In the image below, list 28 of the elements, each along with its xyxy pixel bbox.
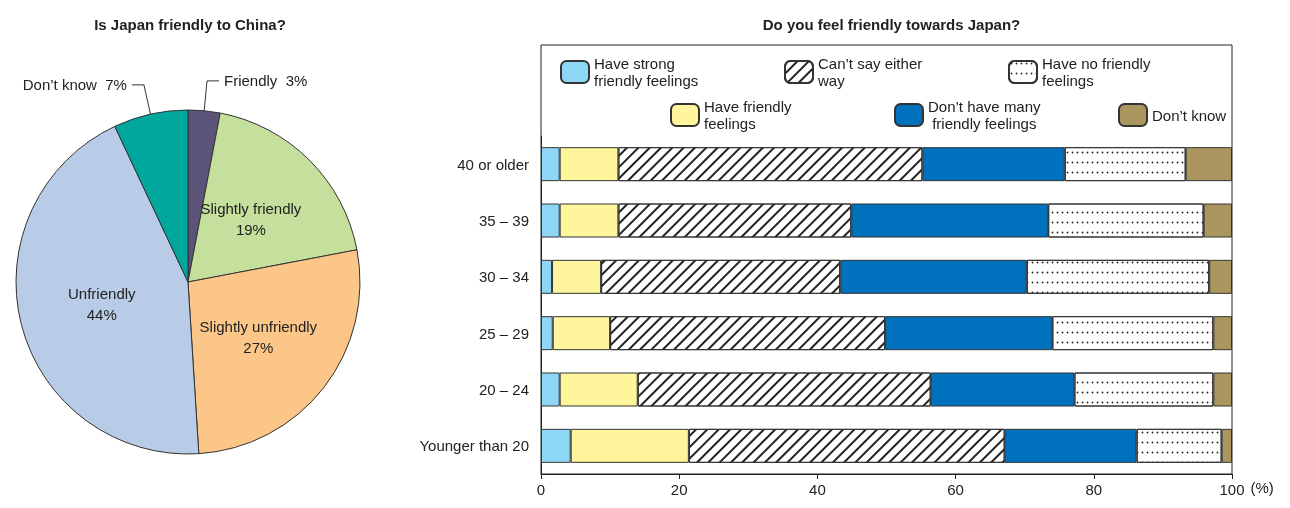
legend-label: Have strong friendly feelings bbox=[594, 55, 699, 89]
chart-title: Is Japan friendly to China? bbox=[94, 16, 286, 33]
x-tick-label: 40 bbox=[809, 481, 826, 498]
legend-label: Don’t know bbox=[1152, 106, 1227, 124]
legend-label: Have friendly feelings bbox=[704, 98, 796, 132]
chart-title: Do you feel friendly towards Japan? bbox=[762, 16, 1021, 33]
data-label: 44% bbox=[86, 306, 117, 324]
legend-label: Have no friendly feelings bbox=[1042, 55, 1155, 89]
y-tick-label: 30 – 34 bbox=[478, 268, 529, 286]
y-tick-label: Younger than 20 bbox=[419, 437, 529, 455]
slice-label: Friendly 3% bbox=[224, 72, 308, 90]
legend-label: Don’t have many friendly feelings bbox=[928, 98, 1042, 132]
slice-label: Unfriendly bbox=[68, 285, 137, 303]
data-label: 19% bbox=[235, 221, 266, 239]
y-tick-label: 25 – 29 bbox=[478, 324, 529, 342]
slice-label: Slightly unfriendly bbox=[199, 317, 318, 335]
y-tick-label: 40 or older bbox=[457, 155, 529, 173]
x-tick-label: 80 bbox=[1085, 481, 1103, 498]
x-tick-label: 100 bbox=[1219, 481, 1245, 498]
y-tick-label: 35 – 39 bbox=[478, 212, 529, 229]
x-tick-label: 60 bbox=[947, 481, 964, 498]
x-axis-title: (%) bbox=[1250, 479, 1274, 496]
x-tick-label: 20 bbox=[670, 481, 688, 498]
slice-label: Don’t know 7% bbox=[22, 76, 127, 94]
x-tick-label: 0 bbox=[536, 481, 546, 498]
legend-label: Can’t say either way bbox=[817, 55, 927, 89]
y-tick-label: 20 – 24 bbox=[478, 381, 529, 398]
data-label: 27% bbox=[243, 338, 274, 356]
